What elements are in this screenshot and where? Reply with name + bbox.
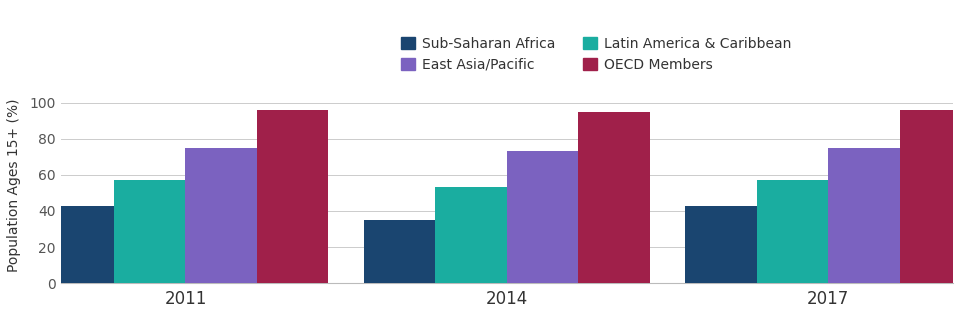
Bar bbox=[685, 205, 756, 283]
Legend: Sub-Saharan Africa, East Asia/Pacific, Latin America & Caribbean, OECD Members: Sub-Saharan Africa, East Asia/Pacific, L… bbox=[396, 31, 797, 77]
Bar bbox=[507, 152, 578, 283]
Bar bbox=[756, 180, 828, 283]
Bar bbox=[828, 148, 900, 283]
Bar bbox=[900, 110, 960, 283]
Bar bbox=[436, 187, 507, 283]
Bar bbox=[257, 110, 328, 283]
Bar bbox=[114, 180, 185, 283]
Bar bbox=[578, 112, 650, 283]
Bar bbox=[364, 220, 436, 283]
Bar bbox=[42, 205, 114, 283]
Y-axis label: Population Ages 15+ (%): Population Ages 15+ (%) bbox=[7, 99, 21, 272]
Bar bbox=[185, 148, 257, 283]
